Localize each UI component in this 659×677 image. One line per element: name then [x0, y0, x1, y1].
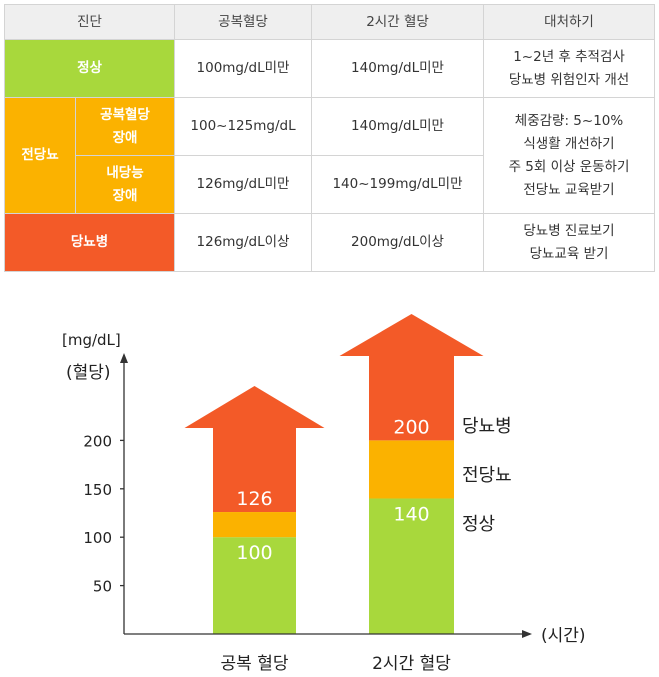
ifg-fasting: 100~125mg/dL	[174, 97, 312, 156]
zone-label-normal: 정상	[462, 514, 495, 535]
action-line: 당뇨교육 받기	[529, 245, 609, 262]
y-tick-label: 50	[93, 578, 112, 596]
y-unit-label: [mg/dL]	[62, 331, 121, 349]
y-tick-label: 100	[83, 529, 112, 547]
x-axis-arrowhead	[522, 630, 532, 638]
igt-label-line: 내당능	[106, 164, 144, 181]
bar-value-label: 100	[236, 542, 272, 564]
table-row-ifg: 전당뇨 공복혈당 장애 100~125mg/dL 140mg/dL미만 체중감량…	[4, 97, 655, 214]
prediabetes-action: 체중감량: 5~10% 식생활 개선하기 주 5회 이상 운동하기 전당뇨 교육…	[483, 97, 655, 214]
action-line: 식생활 개선하기	[523, 135, 615, 152]
diagnosis-prediabetes: 전당뇨	[4, 97, 76, 214]
diagnosis-table: 진단 공복혈당 2시간 혈당 대처하기 정상 100mg/dL미만 140mg/…	[4, 4, 655, 272]
igt-two-hour: 140~199mg/dL미만	[311, 155, 484, 214]
bar-normal-segment	[369, 498, 454, 634]
y-axis-arrowhead	[120, 353, 128, 363]
x-tick-label: 공복 혈당	[221, 654, 289, 674]
normal-two-hour: 140mg/dL미만	[311, 39, 484, 98]
action-line: 주 5회 이상 운동하기	[508, 158, 630, 175]
ifg-two-hour: 140mg/dL미만	[311, 97, 484, 156]
x-axis-label: (시간)	[541, 626, 586, 646]
action-line: 1~2년 후 추적검사	[513, 48, 625, 65]
ifg-label-line: 공복혈당	[100, 106, 150, 123]
bar-prediabetes-segment	[369, 440, 454, 499]
table-header-row: 진단 공복혈당 2시간 혈당 대처하기	[4, 4, 655, 40]
ifg-label-line: 장애	[112, 129, 138, 146]
action-line: 체중감량: 5~10%	[514, 112, 624, 129]
bar-prediabetes-segment	[213, 512, 296, 538]
zone-label-prediabetes: 전당뇨	[462, 465, 512, 486]
header-diagnosis: 진단	[4, 4, 175, 40]
diabetes-fasting: 126mg/dL이상	[174, 213, 312, 272]
action-line: 전당뇨 교육받기	[523, 181, 615, 198]
action-line: 당뇨병 진료보기	[523, 222, 615, 239]
normal-action: 1~2년 후 추적검사 당뇨병 위험인자 개선	[483, 39, 655, 98]
table-row-diabetes: 당뇨병 126mg/dL이상 200mg/dL이상 당뇨병 진료보기 당뇨교육 …	[4, 213, 655, 272]
bar-diabetes-arrow	[184, 386, 325, 513]
diagnosis-ifg: 공복혈당 장애	[75, 97, 175, 156]
diagnosis-normal: 정상	[4, 39, 175, 98]
bar-value-label: 140	[393, 503, 429, 525]
y-tick-label: 150	[83, 481, 112, 499]
igt-fasting: 126mg/dL미만	[174, 155, 312, 214]
y-tick-label: 200	[83, 432, 112, 450]
bar-value-label: 200	[393, 416, 429, 438]
y-axis-label: (혈당)	[66, 363, 111, 383]
header-action: 대처하기	[483, 4, 655, 40]
bar-normal-segment	[213, 537, 296, 634]
action-line: 당뇨병 위험인자 개선	[508, 71, 630, 88]
header-two-hour: 2시간 혈당	[311, 4, 484, 40]
bar-value-label: 126	[236, 488, 272, 510]
glucose-chart: 100 126 공복 혈당 140 200 2시간 혈당 정상 전당뇨 당뇨병 50 100 150 2…	[62, 314, 586, 674]
diabetes-two-hour: 200mg/dL이상	[311, 213, 484, 272]
igt-label-line: 장애	[112, 187, 138, 204]
header-fasting: 공복혈당	[174, 4, 312, 40]
table-row-igt: 내당능 장애 126mg/dL미만 140~199mg/dL미만	[5, 155, 655, 214]
diabetes-action: 당뇨병 진료보기 당뇨교육 받기	[483, 213, 655, 272]
diagnosis-diabetes: 당뇨병	[4, 213, 175, 272]
diagnosis-igt: 내당능 장애	[75, 155, 175, 214]
normal-fasting: 100mg/dL미만	[174, 39, 312, 98]
bar-diabetes-arrow	[339, 314, 484, 441]
x-tick-label: 2시간 혈당	[372, 654, 451, 674]
table-row-normal: 정상 100mg/dL미만 140mg/dL미만 1~2년 후 추적검사 당뇨병…	[4, 39, 655, 98]
zone-label-diabetes: 당뇨병	[462, 416, 512, 437]
